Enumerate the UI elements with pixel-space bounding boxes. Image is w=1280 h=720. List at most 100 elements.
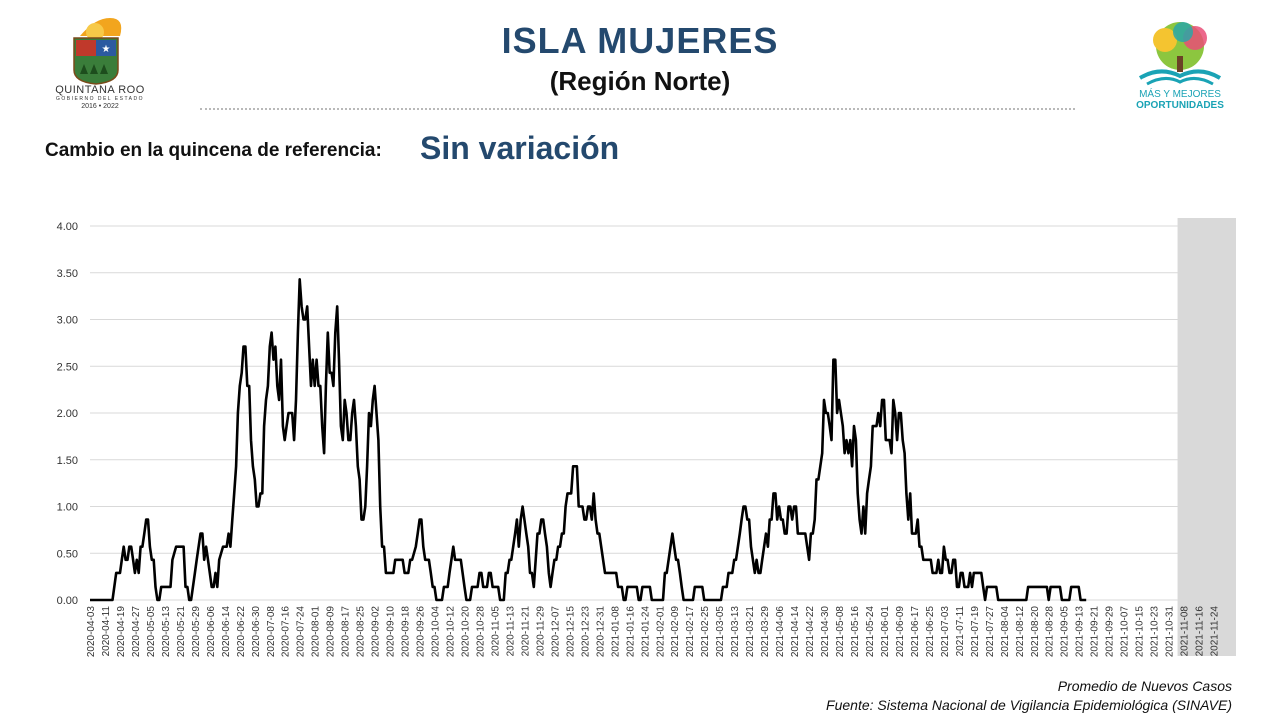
x-tick-label: 2021-10-15 <box>1135 606 1146 658</box>
logo-left-line2: GOBIERNO DEL ESTADO <box>56 96 144 102</box>
x-tick-label: 2020-05-13 <box>161 606 172 658</box>
y-tick-label: 0.50 <box>57 548 78 560</box>
x-tick-label: 2021-11-08 <box>1180 606 1191 657</box>
x-tick-label: 2020-06-14 <box>221 606 232 658</box>
x-tick-label: 2021-11-24 <box>1210 606 1221 657</box>
x-tick-label: 2021-11-16 <box>1195 606 1206 657</box>
x-tick-label: 2021-08-28 <box>1045 606 1056 658</box>
x-tick-label: 2021-03-13 <box>730 606 741 658</box>
x-tick-label: 2021-02-09 <box>670 606 681 658</box>
y-tick-label: 1.50 <box>57 455 78 467</box>
coat-of-arms-icon: ★ <box>73 18 122 85</box>
x-tick-label: 2021-08-04 <box>1000 606 1011 658</box>
x-tick-label: 2020-06-30 <box>251 606 262 658</box>
change-value: Sin variación <box>420 130 620 166</box>
x-tick-label: 2021-08-12 <box>1015 606 1026 658</box>
x-tick-label: 2020-09-02 <box>371 606 382 658</box>
page-subtitle: (Región Norte) <box>549 66 731 96</box>
x-tick-label: 2020-08-09 <box>326 606 337 658</box>
mas-y-mejores-oportunidades-logo: MÁS Y MEJORES OPORTUNIDADES <box>1125 18 1235 114</box>
x-tick-label: 2021-02-25 <box>700 606 711 658</box>
x-tick-label: 2020-10-12 <box>446 606 457 658</box>
header-divider <box>200 108 1075 110</box>
x-tick-label: 2021-03-21 <box>745 606 756 658</box>
x-tick-label: 2020-04-27 <box>131 606 142 658</box>
tree-icon <box>1138 22 1222 86</box>
x-tick-label: 2020-07-08 <box>266 606 277 658</box>
page-title: ISLA MUJERES <box>501 20 779 61</box>
x-tick-label: 2020-09-26 <box>416 606 427 658</box>
x-tick-label: 2020-05-05 <box>146 606 157 658</box>
x-tick-label: 2021-09-29 <box>1105 606 1116 658</box>
change-label: Cambio en la quincena de referencia: <box>45 140 382 161</box>
y-tick-label: 2.50 <box>57 361 78 373</box>
x-tick-label: 2020-08-25 <box>356 606 367 658</box>
x-tick-label: 2021-02-01 <box>655 606 666 658</box>
x-tick-label: 2020-08-17 <box>341 606 352 658</box>
x-tick-label: 2020-11-05 <box>490 606 501 657</box>
logo-right-line1: MÁS Y MEJORES <box>1139 89 1221 100</box>
x-tick-label: 2020-10-28 <box>475 606 486 658</box>
x-tick-label: 2021-06-01 <box>880 606 891 658</box>
x-tick-label: 2021-10-31 <box>1165 606 1176 658</box>
x-tick-label: 2021-07-19 <box>970 606 981 658</box>
x-tick-label: 2020-04-11 <box>101 606 112 657</box>
x-tick-label: 2020-11-29 <box>535 606 546 657</box>
x-tick-label: 2020-06-22 <box>236 606 247 658</box>
x-tick-label: 2020-10-04 <box>431 606 442 658</box>
y-tick-label: 3.50 <box>57 268 78 280</box>
x-tick-label: 2021-01-08 <box>610 606 621 658</box>
shaded-region <box>1177 218 1236 656</box>
x-tick-label: 2020-04-03 <box>86 606 97 658</box>
x-tick-label: 2021-07-11 <box>955 606 966 657</box>
x-tick-label: 2020-07-24 <box>296 606 307 658</box>
x-tick-label: 2021-04-06 <box>775 606 786 658</box>
x-tick-label: 2021-05-08 <box>835 606 846 658</box>
x-tick-label: 2021-04-14 <box>790 606 801 658</box>
x-tick-label: 2020-05-21 <box>176 606 187 658</box>
y-tick-label: 1.00 <box>57 502 78 514</box>
x-tick-label: 2021-09-13 <box>1075 606 1086 658</box>
new-cases-chart: 0.00 0.50 1.00 1.50 2.00 2.50 3.00 3.50 4.00 202… <box>57 218 1236 658</box>
x-tick-label: 2020-09-18 <box>401 606 412 658</box>
x-tick-label: 2020-11-21 <box>520 606 531 657</box>
x-tick-label: 2020-12-31 <box>595 606 606 658</box>
y-tick-label: 4.00 <box>57 221 78 233</box>
x-tick-label: 2021-10-23 <box>1150 606 1161 658</box>
data-source: Fuente: Sistema Nacional de Vigilancia E… <box>826 697 1232 713</box>
x-tick-label: 2021-07-27 <box>985 606 996 658</box>
quintana-roo-logo: ★ QUINTANA ROO GOBIERNO DEL ESTADO 2016 … <box>40 18 160 114</box>
x-tick-label: 2021-04-22 <box>805 606 816 658</box>
x-tick-label: 2021-09-21 <box>1090 606 1101 658</box>
y-tick-label: 3.00 <box>57 315 78 327</box>
x-tick-label: 2020-08-01 <box>311 606 322 658</box>
series-line-new-cases-average <box>90 278 1087 602</box>
x-tick-label: 2021-03-29 <box>760 606 771 658</box>
x-tick-label: 2021-06-17 <box>910 606 921 658</box>
chart-caption: Promedio de Nuevos Casos <box>1057 678 1232 694</box>
x-tick-label: 2021-03-05 <box>715 606 726 658</box>
x-tick-label: 2020-11-13 <box>505 606 516 657</box>
x-tick-label: 2021-05-16 <box>850 606 861 658</box>
x-tick-label: 2021-06-09 <box>895 606 906 658</box>
x-tick-label: 2021-07-03 <box>940 606 951 658</box>
x-tick-label: 2021-01-24 <box>640 606 651 658</box>
x-tick-label: 2020-10-20 <box>461 606 472 658</box>
x-tick-label: 2021-06-25 <box>925 606 936 658</box>
x-tick-label: 2020-06-06 <box>206 606 217 658</box>
x-tick-label: 2020-04-19 <box>116 606 127 658</box>
y-tick-label: 2.00 <box>57 408 78 420</box>
x-tick-label: 2021-05-24 <box>865 606 876 658</box>
x-tick-label: 2020-07-16 <box>281 606 292 658</box>
x-tick-label: 2020-09-10 <box>386 606 397 658</box>
x-tick-label: 2021-08-20 <box>1030 606 1041 658</box>
x-tick-label: 2021-02-17 <box>685 606 696 658</box>
x-tick-label: 2021-09-05 <box>1060 606 1071 658</box>
logo-right-line2: OPORTUNIDADES <box>1136 100 1224 111</box>
x-tick-label: 2020-05-29 <box>191 606 202 658</box>
x-tick-label: 2020-12-07 <box>550 606 561 658</box>
x-tick-label: 2020-12-23 <box>580 606 591 658</box>
y-tick-label: 0.00 <box>57 595 78 607</box>
x-tick-label: 2021-01-16 <box>625 606 636 658</box>
x-tick-label: 2021-10-07 <box>1120 606 1131 658</box>
